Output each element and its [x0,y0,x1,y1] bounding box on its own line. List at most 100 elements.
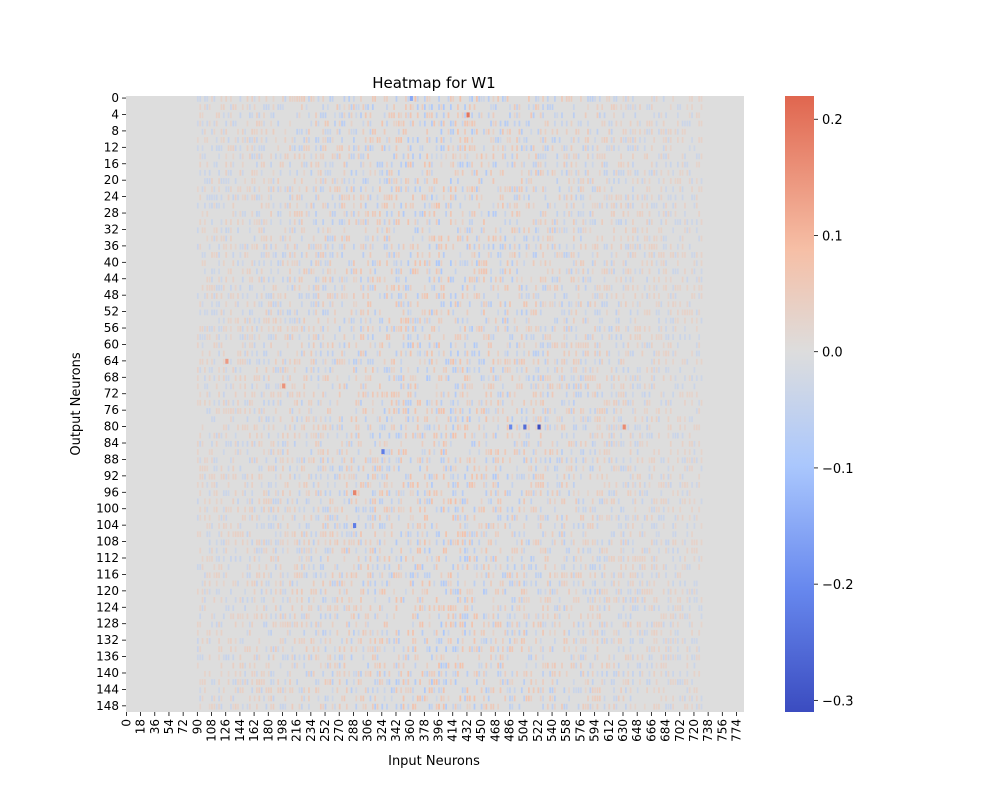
heatmap-cell [634,334,637,340]
heatmap-cell [400,424,403,431]
heatmap-cell [457,145,459,152]
heatmap-cell [331,465,334,472]
heatmap-cell [537,367,540,373]
heatmap-cell [681,482,684,488]
heatmap-cell [345,186,348,193]
heatmap-cell [532,112,535,119]
heatmap-cell [386,252,388,258]
heatmap-cell [303,96,306,102]
heatmap-cell [622,128,625,135]
heatmap-cell [251,284,254,291]
heatmap-cell [646,153,648,160]
heatmap-cell [274,514,277,521]
heatmap-cell [513,161,516,168]
heatmap-cell [603,482,606,488]
heatmap-cell [215,161,218,168]
heatmap-cell [369,506,372,513]
heatmap-cell [613,210,615,217]
heatmap-cell [272,325,275,332]
heatmap-cell [246,120,249,127]
heatmap-cell [341,145,343,152]
heatmap-cell [327,342,329,349]
heatmap-cell [241,153,244,160]
heatmap-cell [362,219,365,225]
heatmap-cell [449,210,452,217]
heatmap-cell [315,473,317,480]
heatmap-cell [516,219,518,225]
heatmap-cell [653,284,656,291]
heatmap-cell [225,432,228,439]
heatmap-cell [627,104,630,110]
heatmap-cell [360,153,362,160]
heatmap-cell [211,268,213,275]
heatmap-cell [386,202,388,209]
heatmap-cell [364,186,367,193]
heatmap-cell [263,399,265,406]
heatmap-cell [568,268,570,275]
heatmap-cell [324,284,327,291]
heatmap-cell [620,137,622,143]
heatmap-cell [371,186,374,193]
heatmap-cell [204,514,206,521]
heatmap-cell [206,457,209,464]
heatmap-cell [419,350,421,357]
heatmap-cell [572,490,575,496]
heatmap-cell [300,399,303,406]
heatmap-cell [516,514,518,521]
heatmap-cell [362,128,365,135]
heatmap-cell [459,457,462,464]
heatmap-cell [230,145,232,152]
heatmap-cell [596,473,599,480]
heatmap-cell [267,186,270,193]
heatmap-cell [215,293,218,299]
heatmap-cell [561,375,563,381]
heatmap-cell [535,325,537,332]
heatmap-cell [504,367,507,373]
heatmap-cell [310,301,313,308]
heatmap-cell [267,514,270,521]
heatmap-cell [572,252,575,258]
heatmap-cell [315,440,317,447]
heatmap-cell [582,514,585,521]
heatmap-cell [688,169,691,176]
heatmap-cell [395,186,398,193]
heatmap-cell [428,399,431,406]
heatmap-cell [225,506,228,513]
heatmap-cell [300,531,303,538]
heatmap-cell [369,252,372,258]
heatmap-cell [603,153,606,160]
heatmap-cell [390,506,393,513]
heatmap-cell [466,465,469,472]
heatmap-cell [319,457,322,464]
heatmap-cell [317,96,320,102]
heatmap-cell [518,128,521,135]
heatmap-cell [324,375,327,381]
heatmap-cell [426,260,429,267]
heatmap-cell [449,202,452,209]
heatmap-cell [400,383,403,390]
heatmap-cell [622,506,625,513]
heatmap-cell [289,96,291,102]
heatmap-cell [629,276,632,283]
heatmap-cell [634,482,637,488]
heatmap-cell [452,276,455,283]
heatmap-cell [475,473,478,480]
heatmap-cell [478,186,481,193]
heatmap-cell [331,161,334,168]
heatmap-cell [457,514,459,521]
heatmap-cell [211,482,213,488]
heatmap-cell [577,128,580,135]
heatmap-cell [544,161,547,168]
heatmap-cell [289,506,291,513]
heatmap-cell [665,260,667,267]
heatmap-cell [691,416,693,423]
heatmap-cell [620,424,622,431]
heatmap-cell [624,268,627,275]
heatmap-cell [485,317,488,324]
heatmap-cell [289,252,291,258]
heatmap-cell [539,490,542,496]
heatmap-cell [561,342,563,349]
heatmap-cell [523,449,526,455]
heatmap-cell [395,153,398,160]
heatmap-cell [525,416,528,423]
